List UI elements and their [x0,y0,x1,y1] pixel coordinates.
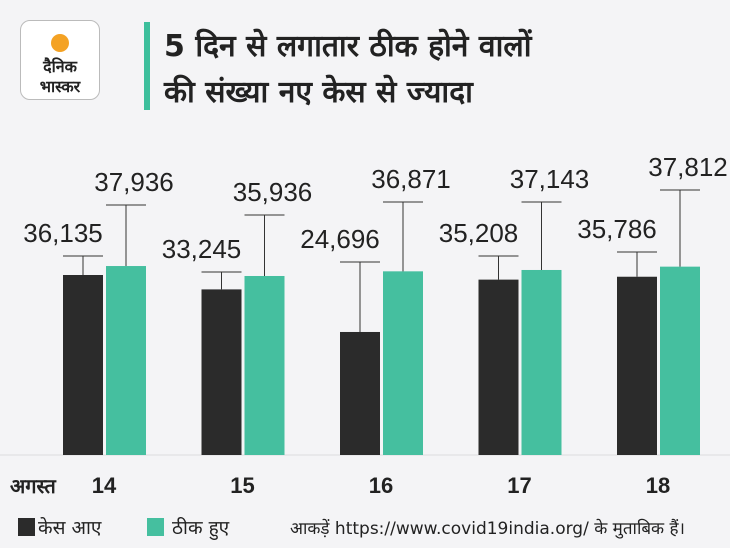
bar-cases-17 [478,279,519,455]
x-axis-label: अगस्त [10,474,57,498]
data-label: 35,208 [439,218,519,248]
bar-recovered-17 [521,269,562,455]
title-line1: 5 दिन से लगातार ठीक होने वालों [164,29,532,64]
data-label: 33,245 [162,234,242,264]
bar-cases-16 [340,331,380,455]
bar-recovered-16 [383,271,423,455]
x-tick-label: 17 [507,473,531,498]
legend-swatch-cases [18,518,35,536]
source-note: आकड़ें https://www.covid19india.org/ के … [290,519,685,539]
bar-recovered-15 [244,275,285,455]
data-label: 36,871 [371,164,451,194]
legend-swatch-recovered [147,518,164,536]
title-line2: की संख्या नए केस से ज्यादा [164,75,473,110]
bar-recovered-14 [106,266,146,455]
data-label: 35,786 [577,214,657,244]
legend-label-recovered: ठीक हुए [172,517,230,539]
dainik-bhaskar-logo: दैनिक भास्कर [20,20,100,100]
bar-cases-14 [63,275,103,455]
sun-icon [51,34,69,52]
logo-line2: भास्कर [39,77,81,96]
legend-label-cases: केस आए [38,517,102,539]
bar-cases-18 [617,276,657,455]
data-label: 24,696 [300,224,380,254]
x-tick-label: 15 [230,473,254,498]
bar-cases-15 [201,289,242,455]
x-tick-label: 16 [369,473,393,498]
data-label: 36,135 [23,218,103,248]
logo-line1: दैनिक [43,57,77,76]
data-label: 35,936 [233,177,313,207]
title-accent-bar [144,22,150,110]
data-label: 37,143 [510,164,590,194]
data-label: 37,812 [648,152,728,182]
x-tick-label: 18 [646,473,670,498]
x-tick-label: 14 [92,473,117,498]
data-label: 37,936 [94,167,174,197]
bar-recovered-18 [660,266,700,455]
